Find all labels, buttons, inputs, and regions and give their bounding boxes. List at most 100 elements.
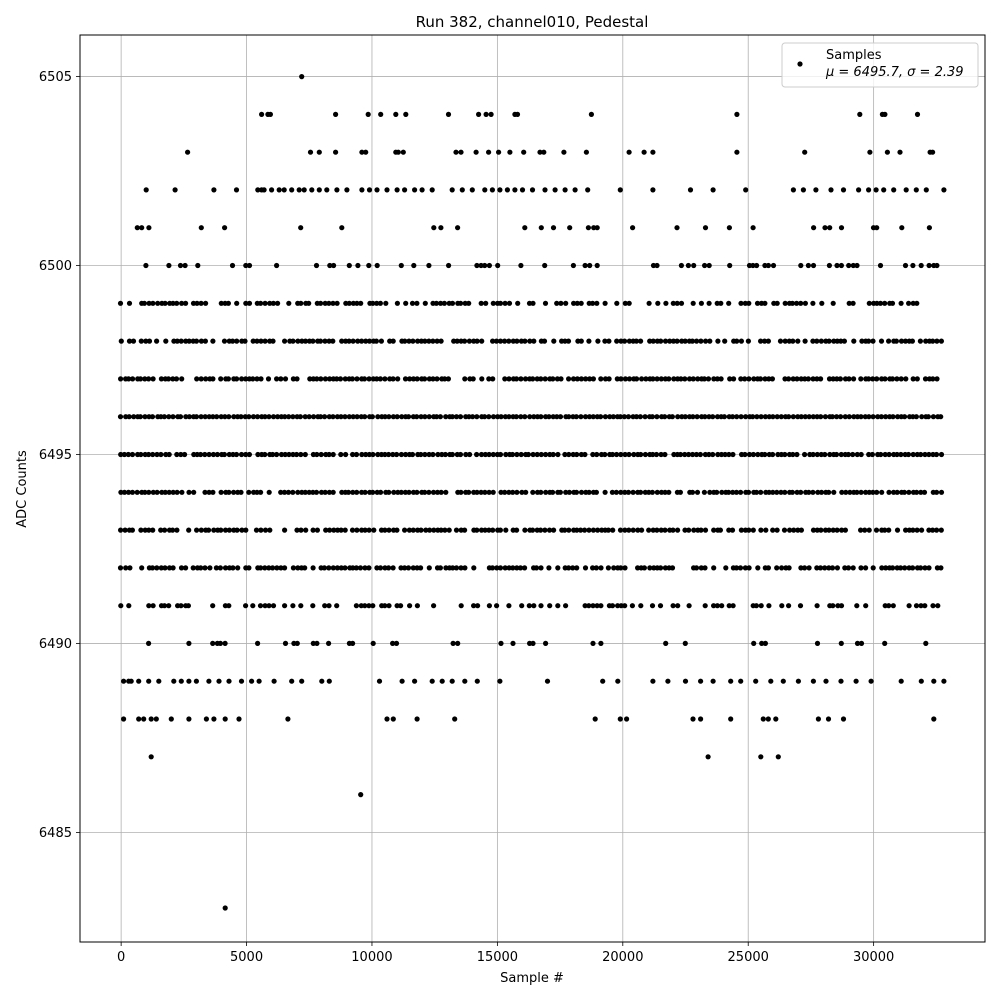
- data-point: [898, 300, 904, 306]
- data-point: [353, 565, 359, 571]
- data-point: [253, 527, 260, 533]
- data-point: [870, 376, 876, 382]
- data-point: [858, 640, 865, 647]
- data-point: [146, 225, 152, 231]
- data-point: [922, 603, 928, 609]
- data-point: [519, 603, 525, 609]
- data-point: [903, 376, 909, 382]
- x-tick-label: 10000: [351, 950, 392, 965]
- data-point: [598, 414, 604, 420]
- data-point: [573, 489, 580, 495]
- data-point: [390, 565, 396, 571]
- data-point: [850, 300, 856, 306]
- data-point: [270, 565, 276, 571]
- data-point: [802, 300, 809, 306]
- data-point: [622, 376, 629, 382]
- data-point: [641, 149, 647, 155]
- data-point: [334, 603, 340, 609]
- data-point: [541, 149, 547, 155]
- data-point: [497, 187, 503, 193]
- data-point: [662, 489, 668, 495]
- data-point: [629, 603, 636, 609]
- data-point: [766, 489, 772, 495]
- data-point: [658, 565, 664, 571]
- data-point: [431, 603, 437, 609]
- data-point: [838, 451, 844, 458]
- data-point: [203, 300, 209, 306]
- data-point: [362, 414, 368, 420]
- data-point: [498, 640, 504, 647]
- data-point: [307, 149, 314, 155]
- data-point: [829, 414, 836, 420]
- data-point: [863, 603, 869, 609]
- data-point: [542, 376, 548, 382]
- data-point: [662, 527, 668, 533]
- data-point: [914, 111, 921, 117]
- data-point: [566, 376, 572, 382]
- data-point: [269, 187, 275, 193]
- data-point: [262, 451, 268, 458]
- data-point: [769, 376, 776, 382]
- data-point: [202, 565, 208, 571]
- data-point: [221, 338, 228, 344]
- data-point: [555, 451, 561, 458]
- data-point: [879, 489, 885, 495]
- data-point: [814, 376, 820, 382]
- data-point: [234, 300, 240, 306]
- data-point: [618, 489, 624, 495]
- data-point: [798, 565, 804, 571]
- data-point: [893, 338, 900, 344]
- data-point: [246, 414, 252, 420]
- data-point: [550, 376, 556, 382]
- data-point: [143, 338, 149, 344]
- data-point: [266, 565, 272, 571]
- data-point: [718, 300, 724, 306]
- data-point: [602, 300, 608, 306]
- data-point: [543, 489, 549, 495]
- data-point: [310, 565, 316, 571]
- data-point: [931, 716, 937, 722]
- data-point: [206, 489, 212, 495]
- data-point: [475, 603, 481, 609]
- data-point: [728, 716, 734, 722]
- data-point: [594, 300, 600, 306]
- data-point: [418, 527, 424, 533]
- data-point: [179, 489, 185, 495]
- data-point: [829, 565, 836, 571]
- data-point: [186, 338, 192, 344]
- data-point: [254, 414, 261, 420]
- data-point: [743, 414, 749, 420]
- data-point: [538, 414, 544, 420]
- data-point: [498, 489, 504, 495]
- data-point: [374, 187, 380, 193]
- data-point: [551, 338, 557, 344]
- data-point: [758, 527, 764, 533]
- data-point: [665, 678, 671, 684]
- data-point: [443, 414, 449, 420]
- data-point: [686, 376, 693, 382]
- y-axis-label: ADC Counts: [15, 450, 30, 528]
- data-point: [426, 376, 432, 382]
- data-point: [838, 225, 845, 231]
- data-point: [607, 414, 613, 420]
- data-point: [572, 187, 578, 193]
- data-point: [913, 603, 920, 609]
- data-point: [846, 414, 852, 420]
- data-point: [297, 414, 303, 420]
- data-point: [331, 262, 337, 269]
- data-point: [483, 111, 489, 117]
- data-point: [482, 527, 488, 533]
- data-point: [210, 489, 216, 495]
- data-point: [398, 451, 404, 458]
- data-point: [866, 187, 872, 193]
- data-point: [194, 300, 200, 306]
- data-point: [355, 338, 361, 344]
- data-point: [162, 300, 168, 306]
- data-point: [782, 489, 788, 495]
- data-point: [399, 414, 405, 420]
- data-point: [294, 451, 300, 458]
- data-point: [746, 451, 753, 458]
- data-point: [706, 414, 712, 420]
- data-point: [513, 414, 520, 420]
- data-point: [671, 376, 677, 382]
